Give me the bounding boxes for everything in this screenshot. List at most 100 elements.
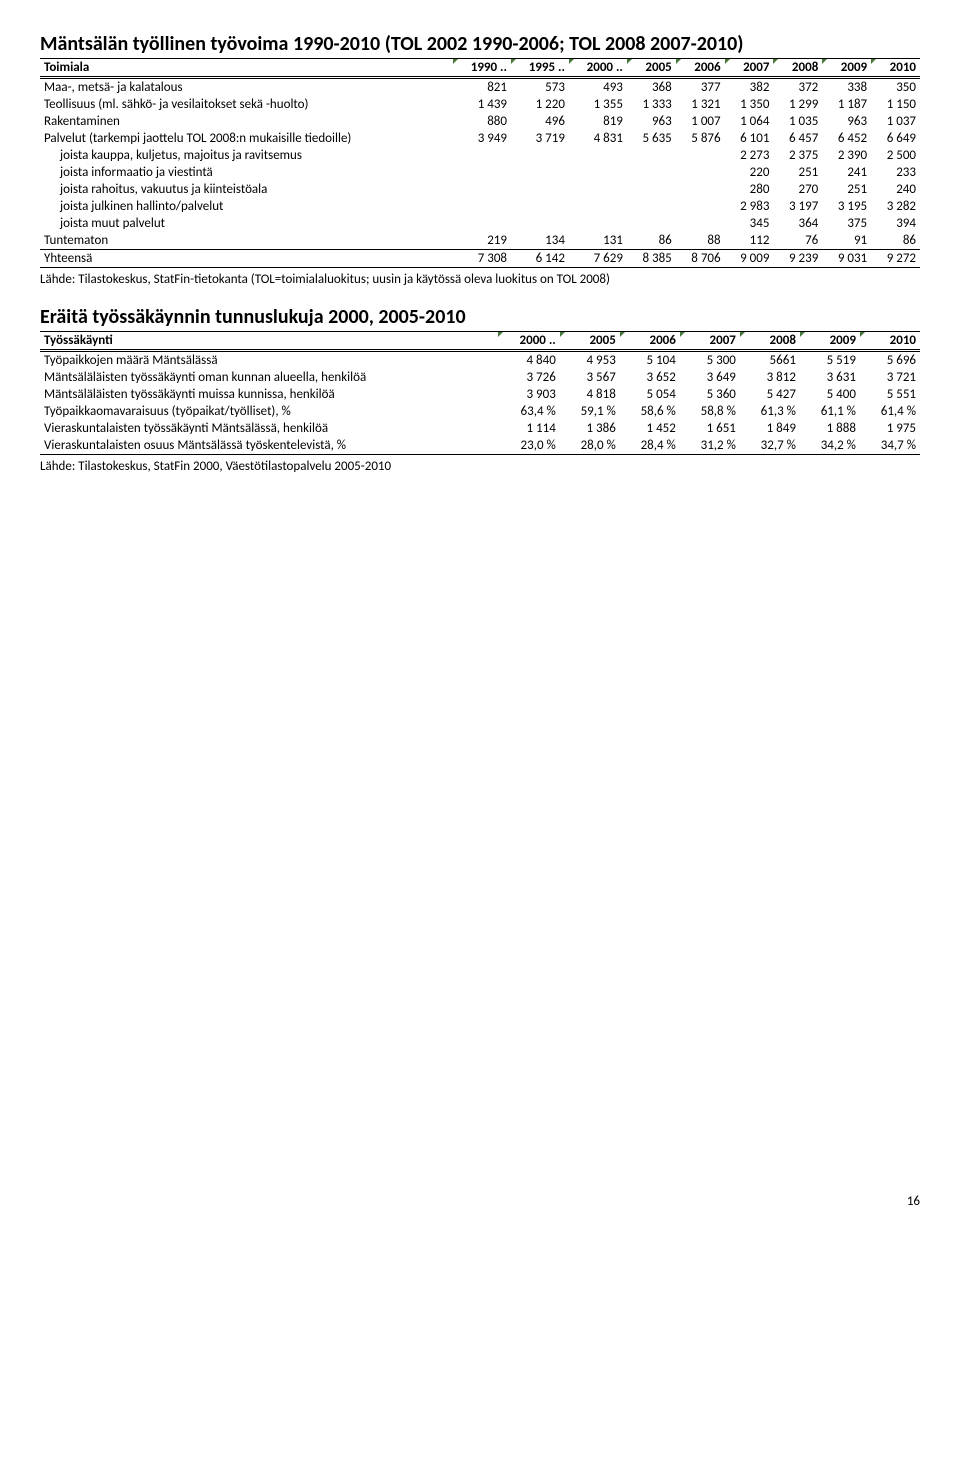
table-row: Rakentaminen8804968199631 0071 0641 0359… — [40, 113, 920, 130]
cell: 5 400 — [800, 386, 860, 403]
row-label: Palvelut (tarkempi jaottelu TOL 2008:n m… — [40, 130, 453, 147]
row-label: joista kauppa, kuljetus, majoitus ja rav… — [40, 147, 453, 164]
cell: 23,0 % — [498, 437, 559, 455]
table1-col-header: 2010 — [871, 59, 920, 78]
table1-title: Mäntsälän työllinen työvoima 1990-2010 (… — [40, 32, 920, 56]
row-label: Vieraskuntalaisten työssäkäynti Mäntsälä… — [40, 420, 498, 437]
cell: 7 308 — [453, 250, 511, 268]
table2-col-header: 2000 .. — [498, 332, 559, 351]
cell: 59,1 % — [560, 403, 620, 420]
cell: 233 — [871, 164, 920, 181]
cell — [569, 215, 627, 232]
cell: 3 652 — [620, 369, 680, 386]
cell: 3 812 — [740, 369, 800, 386]
cell: 5661 — [740, 351, 800, 370]
table2-col-header: 2006 — [620, 332, 680, 351]
cell: 28,0 % — [560, 437, 620, 455]
cell — [627, 198, 676, 215]
cell: 280 — [725, 181, 774, 198]
cell: 3 195 — [822, 198, 871, 215]
row-label: joista informaatio ja viestintä — [40, 164, 453, 181]
row-label: Työpaikkaomavaraisuus (työpaikat/työllis… — [40, 403, 498, 420]
cell: 1 187 — [822, 96, 871, 113]
cell: 1 452 — [620, 420, 680, 437]
cell — [569, 181, 627, 198]
table2-col-header: 2008 — [740, 332, 800, 351]
table-row: Mäntsäläläisten työssäkäynti muissa kunn… — [40, 386, 920, 403]
row-label: Mäntsäläläisten työssäkäynti muissa kunn… — [40, 386, 498, 403]
cell: 4 840 — [498, 351, 559, 370]
cell: 6 457 — [773, 130, 822, 147]
table-row: Maa-, metsä- ja kalatalous82157349336837… — [40, 78, 920, 97]
cell: 112 — [725, 232, 774, 250]
cell: 1 037 — [871, 113, 920, 130]
cell: 9 031 — [822, 250, 871, 268]
cell — [627, 147, 676, 164]
table-row: Palvelut (tarkempi jaottelu TOL 2008:n m… — [40, 130, 920, 147]
cell: 3 903 — [498, 386, 559, 403]
row-label: Mäntsäläläisten työssäkäynti oman kunnan… — [40, 369, 498, 386]
cell: 1 333 — [627, 96, 676, 113]
page-number: 16 — [40, 1194, 920, 1209]
cell: 3 726 — [498, 369, 559, 386]
table2: Työssäkäynti2000 ..200520062007200820092… — [40, 331, 920, 455]
table2-header-row: Työssäkäynti2000 ..200520062007200820092… — [40, 332, 920, 351]
cell: 4 831 — [569, 130, 627, 147]
cell: 2 500 — [871, 147, 920, 164]
cell — [676, 164, 725, 181]
cell: 86 — [871, 232, 920, 250]
cell: 1 355 — [569, 96, 627, 113]
cell: 131 — [569, 232, 627, 250]
cell: 4 953 — [560, 351, 620, 370]
cell — [627, 215, 676, 232]
cell: 5 104 — [620, 351, 680, 370]
table1-header-row: Toimiala1990 ..1995 ..2000 ..20052006200… — [40, 59, 920, 78]
cell: 963 — [822, 113, 871, 130]
cell: 1 007 — [676, 113, 725, 130]
cell: 1 035 — [773, 113, 822, 130]
cell: 251 — [773, 164, 822, 181]
cell: 8 385 — [627, 250, 676, 268]
cell: 1 386 — [560, 420, 620, 437]
table-row: Vieraskuntalaisten työssäkäynti Mäntsälä… — [40, 420, 920, 437]
cell: 34,2 % — [800, 437, 860, 455]
cell: 8 706 — [676, 250, 725, 268]
cell: 5 360 — [680, 386, 740, 403]
cell: 9 239 — [773, 250, 822, 268]
cell — [627, 181, 676, 198]
row-label: Vieraskuntalaisten osuus Mäntsälässä työ… — [40, 437, 498, 455]
cell: 9 272 — [871, 250, 920, 268]
table1-col-header: 2007 — [725, 59, 774, 78]
cell: 31,2 % — [680, 437, 740, 455]
table2-col-header: Työssäkäynti — [40, 332, 498, 351]
cell: 3 719 — [511, 130, 569, 147]
table1-col-header: 2000 .. — [569, 59, 627, 78]
cell: 821 — [453, 78, 511, 97]
cell: 28,4 % — [620, 437, 680, 455]
table1-col-header: 2006 — [676, 59, 725, 78]
table2-source: Lähde: Tilastokeskus, StatFin 2000, Väes… — [40, 459, 920, 474]
cell: 3 631 — [800, 369, 860, 386]
cell: 5 427 — [740, 386, 800, 403]
cell: 2 375 — [773, 147, 822, 164]
table-row: joista muut palvelut345364375394 — [40, 215, 920, 232]
cell: 5 696 — [860, 351, 920, 370]
cell — [453, 198, 511, 215]
cell: 61,4 % — [860, 403, 920, 420]
cell — [676, 147, 725, 164]
cell: 5 635 — [627, 130, 676, 147]
table-row: Vieraskuntalaisten osuus Mäntsälässä työ… — [40, 437, 920, 455]
cell: 1 350 — [725, 96, 774, 113]
table2-col-header: 2010 — [860, 332, 920, 351]
cell: 1 114 — [498, 420, 559, 437]
row-label: Maa-, metsä- ja kalatalous — [40, 78, 453, 97]
table-row: Teollisuus (ml. sähkö- ja vesilaitokset … — [40, 96, 920, 113]
cell: 6 142 — [511, 250, 569, 268]
cell: 372 — [773, 78, 822, 97]
cell — [676, 215, 725, 232]
cell: 2 390 — [822, 147, 871, 164]
cell: 1 064 — [725, 113, 774, 130]
cell: 241 — [822, 164, 871, 181]
table2-title: Eräitä työssäkäynnin tunnuslukuja 2000, … — [40, 305, 920, 329]
cell: 880 — [453, 113, 511, 130]
